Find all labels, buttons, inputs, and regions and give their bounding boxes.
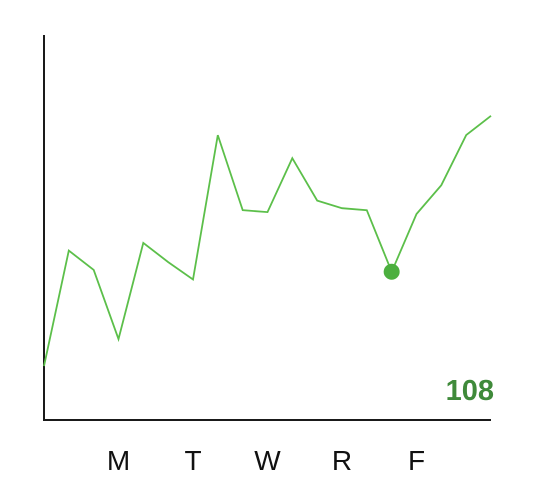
x-tick-label-m: M <box>107 445 130 476</box>
x-tick-label-r: R <box>332 445 352 476</box>
series-line-0 <box>43 115 492 367</box>
highlight-point <box>383 263 400 280</box>
series-layer <box>43 115 492 367</box>
x-tick-label-f: F <box>408 445 425 476</box>
current-value-label: 108 <box>446 375 494 407</box>
x-tick-label-w: W <box>254 445 281 476</box>
x-tick-label-t: T <box>184 445 201 476</box>
